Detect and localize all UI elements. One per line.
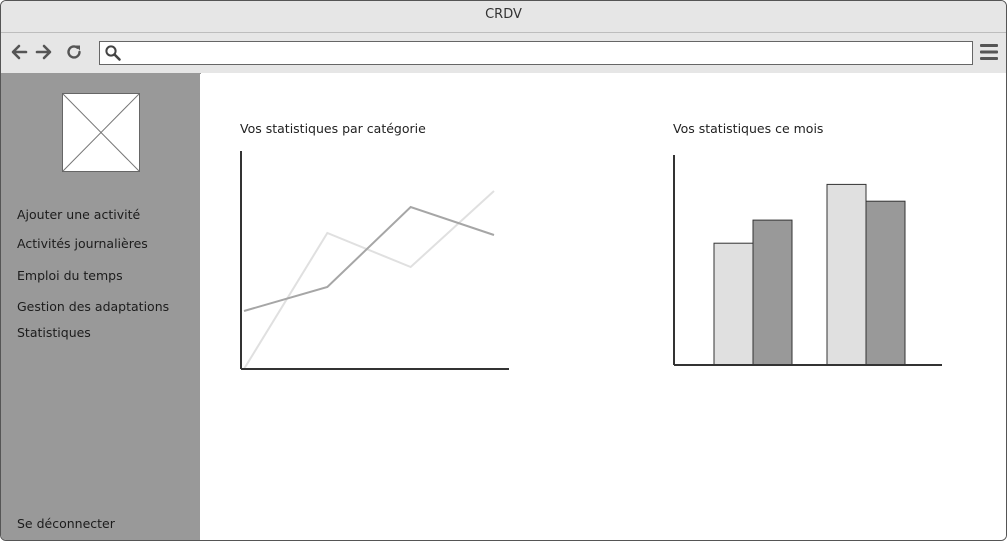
main-content: Vos statistiques par catégorie Vos stati… xyxy=(201,73,1006,540)
image-placeholder-icon xyxy=(62,93,140,172)
bar-1-1 xyxy=(713,242,754,366)
line-series-2 xyxy=(243,205,495,312)
month-chart-title: Vos statistiques ce mois xyxy=(673,121,824,136)
logout-link[interactable]: Se déconnecter xyxy=(17,516,115,531)
sidebar: Ajouter une activité Activités journaliè… xyxy=(1,73,200,540)
sidebar-item-add-activity[interactable]: Ajouter une activité xyxy=(17,207,141,222)
bar-2-2 xyxy=(865,200,906,366)
window-titlebar: CRDV xyxy=(1,1,1006,33)
sidebar-item-daily-activities[interactable]: Activités journalières xyxy=(17,236,148,251)
search-icon xyxy=(105,45,121,61)
address-bar[interactable] xyxy=(99,41,973,65)
month-bar-chart xyxy=(673,155,942,366)
bar-2-1 xyxy=(826,183,867,366)
window-title: CRDV xyxy=(485,7,522,22)
sidebar-item-adaptations[interactable]: Gestion des adaptations xyxy=(17,299,170,314)
hamburger-icon[interactable] xyxy=(979,43,999,61)
category-line-chart xyxy=(240,151,509,370)
reload-icon[interactable] xyxy=(64,42,84,62)
line-series-1 xyxy=(243,190,495,370)
address-input[interactable] xyxy=(126,42,970,64)
bar-1-2 xyxy=(752,219,793,366)
sidebar-item-statistics[interactable]: Statistiques xyxy=(17,325,91,340)
arrow-right-icon[interactable] xyxy=(34,42,54,62)
arrow-left-icon[interactable] xyxy=(9,42,29,62)
sidebar-item-schedule[interactable]: Emploi du temps xyxy=(17,268,123,283)
category-chart-title: Vos statistiques par catégorie xyxy=(240,121,426,136)
browser-toolbar xyxy=(1,33,1006,74)
